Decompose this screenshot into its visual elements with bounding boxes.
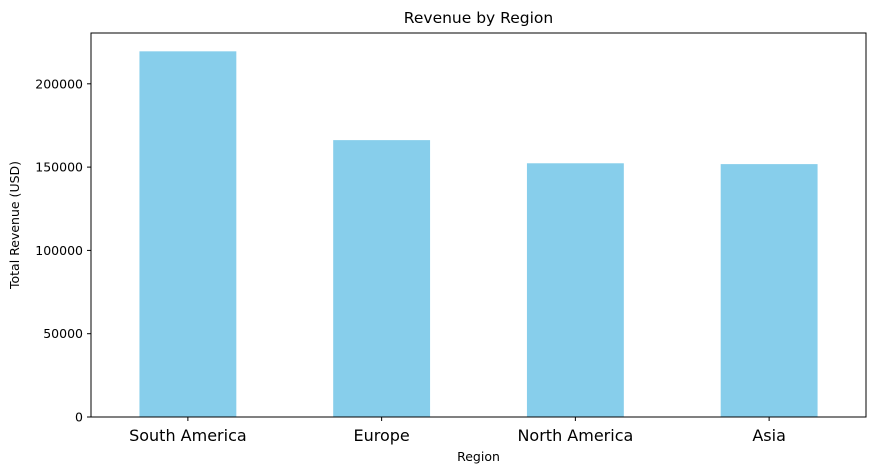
x-axis: South America Europe North America Asia (129, 417, 786, 445)
bars-layer (139, 51, 818, 417)
x-tick-label: Europe (353, 426, 409, 445)
y-tick-label: 150000 (35, 160, 83, 175)
bar-europe (333, 140, 431, 417)
bar-asia (720, 164, 818, 417)
bar-south-america (139, 51, 237, 417)
x-axis-title: Region (457, 449, 500, 464)
y-tick-label: 50000 (43, 326, 83, 341)
y-axis-title: Total Revenue (USD) (7, 161, 22, 290)
plot-frame (90, 32, 867, 418)
y-tick-label: 200000 (35, 76, 83, 91)
y-tick-label: 100000 (35, 243, 83, 258)
y-axis: 0 50000 100000 150000 200000 (35, 76, 91, 425)
chart-title: Revenue by Region (404, 9, 553, 27)
x-tick-label: North America (517, 426, 633, 445)
x-tick-label: South America (129, 426, 247, 445)
y-tick-label: 0 (75, 410, 83, 425)
x-tick-label: Asia (752, 426, 786, 445)
bar-north-america (526, 163, 624, 417)
